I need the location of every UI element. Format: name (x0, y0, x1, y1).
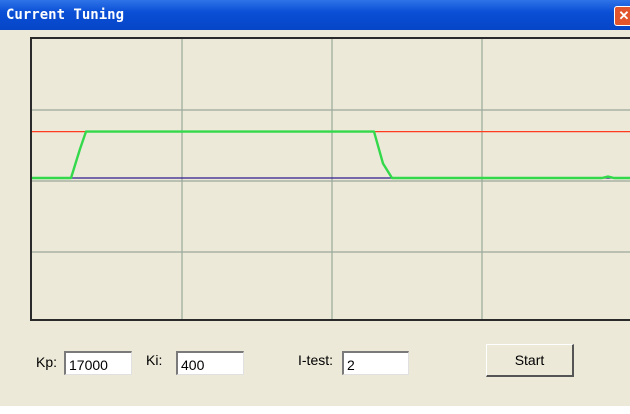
itest-label: I-test: (298, 352, 334, 368)
window-title: Current Tuning (6, 7, 125, 23)
ki-label: Ki: (146, 352, 163, 368)
kp-label: Kp: (36, 354, 58, 370)
bottom-strip (0, 406, 630, 414)
current-response-line (32, 130, 630, 180)
plot-svg (32, 39, 630, 319)
kp-input[interactable] (64, 351, 132, 375)
start-button[interactable]: Start (486, 344, 574, 377)
itest-input[interactable] (342, 351, 409, 375)
tuning-plot (30, 37, 630, 321)
ki-input[interactable] (176, 351, 244, 375)
title-bar[interactable]: Current Tuning ✕ (0, 0, 630, 30)
close-icon[interactable]: ✕ (614, 6, 630, 26)
